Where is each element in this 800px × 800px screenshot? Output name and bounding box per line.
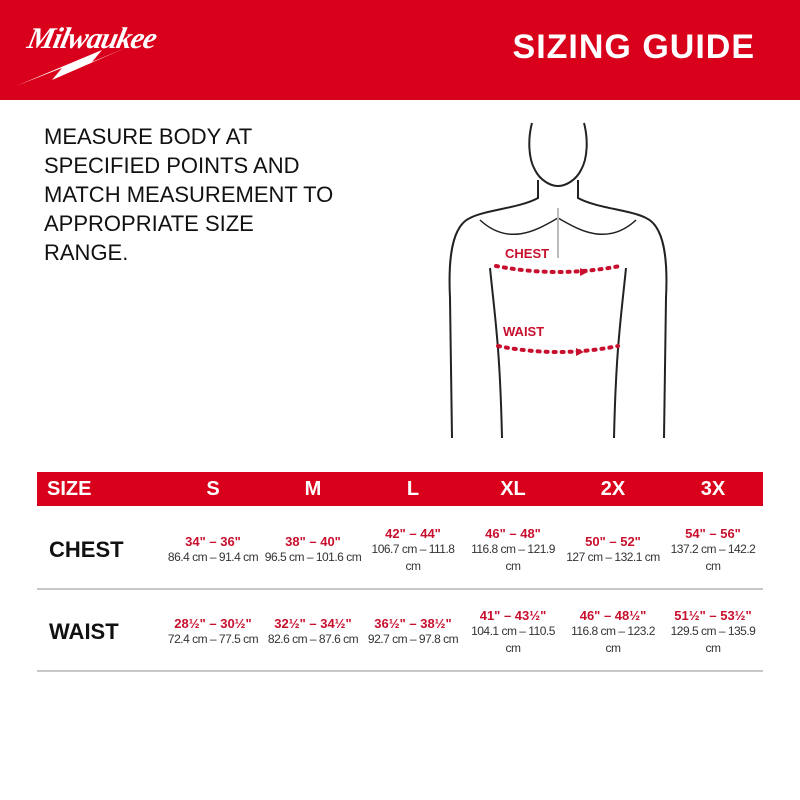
header-2x: 2X bbox=[600, 477, 626, 500]
row-label: WAIST bbox=[49, 619, 119, 644]
centimeters: 127 cm – 132.1 cm bbox=[566, 550, 660, 564]
header-s: S bbox=[206, 477, 220, 500]
header-banner: Milwaukee SIZING GUIDE bbox=[0, 0, 800, 100]
inches: 46" – 48½" bbox=[579, 607, 647, 623]
table-row-waist: WAIST 28½" – 30½" 72.4 cm – 77.5 cm 32½" … bbox=[37, 600, 763, 664]
header-m: M bbox=[304, 477, 322, 500]
header-size: SIZE bbox=[47, 477, 92, 500]
table-cell: 38" – 40" 96.5 cm – 101.6 cm bbox=[263, 534, 363, 566]
row-divider bbox=[37, 588, 763, 590]
inches: 42" – 44" bbox=[385, 525, 441, 541]
body-figure-illustration: CHEST WAIST bbox=[448, 122, 668, 438]
inches: 34" – 36" bbox=[185, 534, 241, 549]
table-cell: 46" – 48½" 116.8 cm – 123.2 cm bbox=[563, 608, 663, 657]
instructions: MEASURE BODY AT SPECIFIED POINTS AND MAT… bbox=[44, 124, 334, 265]
inches: 41" – 43½" bbox=[479, 607, 547, 623]
brand-logo: Milwaukee bbox=[24, 22, 160, 55]
milwaukee-logo-lightning-icon bbox=[16, 46, 130, 86]
table-row-chest: CHEST 34" – 36" 86.4 cm – 91.4 cm 38" – 4… bbox=[37, 518, 763, 582]
inches: 50" – 52" bbox=[585, 534, 641, 549]
centimeters: 92.7 cm – 97.8 cm bbox=[367, 632, 459, 646]
inches: 46" – 48" bbox=[485, 525, 541, 541]
inches: 36½" – 38½" bbox=[374, 616, 452, 631]
centimeters: 82.6 cm – 87.6 cm bbox=[267, 632, 359, 646]
centimeters: 104.1 cm – 110.5 cm bbox=[471, 623, 555, 655]
table-cell: 46" – 48" 116.8 cm – 121.9 cm bbox=[463, 526, 563, 575]
centimeters: 72.4 cm – 77.5 cm bbox=[167, 632, 259, 646]
header-3x: 3X bbox=[700, 477, 726, 500]
table-cell: 36½" – 38½" 92.7 cm – 97.8 cm bbox=[363, 616, 463, 648]
inches: 54" – 56" bbox=[685, 525, 741, 541]
inches: 28½" – 30½" bbox=[174, 616, 252, 631]
chest-label: CHEST bbox=[505, 246, 549, 261]
row-divider bbox=[37, 670, 763, 672]
table-cell: 50" – 52" 127 cm – 132.1 cm bbox=[563, 534, 663, 566]
page-title: SIZING GUIDE bbox=[512, 28, 755, 66]
inches: 32½" – 34½" bbox=[274, 616, 352, 631]
centimeters: 129.5 cm – 135.9 cm bbox=[670, 623, 756, 655]
inches: 51½" – 53½" bbox=[674, 607, 752, 623]
table-cell: 42" – 44" 106.7 cm – 111.8 cm bbox=[363, 526, 463, 575]
table-cell: 34" – 36" 86.4 cm – 91.4 cm bbox=[163, 534, 263, 566]
table-cell: 54" – 56" 137.2 cm – 142.2 cm bbox=[663, 526, 763, 575]
centimeters: 116.8 cm – 123.2 cm bbox=[571, 623, 655, 655]
centimeters: 137.2 cm – 142.2 cm bbox=[670, 541, 756, 573]
row-label: CHEST bbox=[49, 537, 124, 562]
waist-label: WAIST bbox=[503, 324, 544, 339]
centimeters: 116.8 cm – 121.9 cm bbox=[471, 541, 555, 573]
centimeters: 106.7 cm – 111.8 cm bbox=[371, 541, 455, 573]
table-cell: 32½" – 34½" 82.6 cm – 87.6 cm bbox=[263, 616, 363, 648]
table-cell: 28½" – 30½" 72.4 cm – 77.5 cm bbox=[163, 616, 263, 648]
inches: 38" – 40" bbox=[285, 534, 341, 549]
header-xl: XL bbox=[500, 477, 526, 500]
centimeters: 86.4 cm – 91.4 cm bbox=[167, 550, 259, 564]
table-cell: 41" – 43½" 104.1 cm – 110.5 cm bbox=[463, 608, 563, 657]
header-l: L bbox=[406, 477, 420, 500]
table-header: SIZE S M L XL 2X 3X bbox=[37, 472, 763, 506]
table-cell: 51½" – 53½" 129.5 cm – 135.9 cm bbox=[663, 608, 763, 657]
centimeters: 96.5 cm – 101.6 cm bbox=[264, 550, 362, 564]
